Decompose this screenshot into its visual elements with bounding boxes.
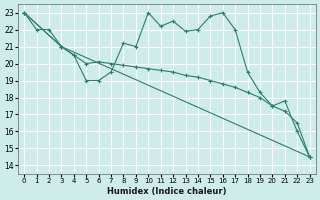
- X-axis label: Humidex (Indice chaleur): Humidex (Indice chaleur): [107, 187, 227, 196]
